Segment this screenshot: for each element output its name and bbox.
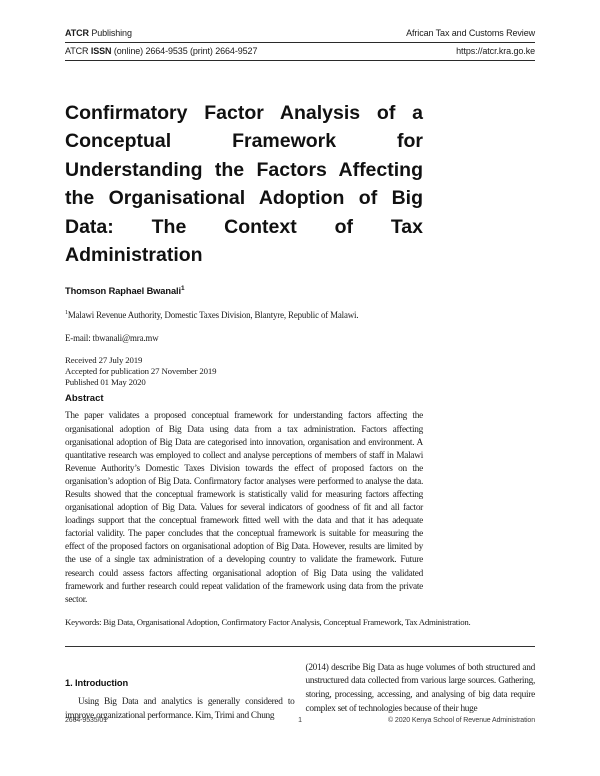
issn-prefix: ATCR [65, 46, 91, 56]
title-line: Confirmatory Factor Analysis of a [65, 102, 423, 124]
right-column: (2014) describe Big Data as huge volumes… [306, 662, 536, 724]
issn-numbers: (online) 2664-9535 (print) 2664-9527 [111, 46, 258, 56]
title-line: Conceptual Framework for [65, 130, 423, 153]
journal-name: African Tax and Customs Review [406, 28, 535, 38]
author-affiliation: 1Malawi Revenue Authority, Domestic Taxe… [65, 310, 535, 320]
issn-bold: ISSN [90, 46, 112, 56]
publisher-name-bold: ATCR [65, 28, 89, 38]
abstract-text: The paper validates a proposed conceptua… [65, 411, 423, 605]
title-line: the Organisational Adoption of Big [65, 187, 423, 210]
title-line: Administration [65, 244, 203, 267]
section-divider-rule [65, 645, 535, 647]
intro-paragraph-right: (2014) describe Big Data as huge volumes… [305, 662, 536, 714]
footer-copyright: © 2020 Kenya School of Revenue Administr… [388, 717, 535, 724]
author-superscript: 1 [181, 285, 185, 293]
publisher-name: ATCR Publishing [65, 27, 132, 39]
publication-dates: Received 27 July 2019 Accepted for publi… [65, 355, 535, 389]
author-name: Thomson Raphael Bwanali1 [65, 285, 535, 296]
footer-issn-code: 2664-9535/01 [65, 717, 108, 724]
issn-line: ATCR ISSN (online) 2664-9535 (print) 266… [65, 45, 257, 57]
abstract-heading: Abstract [65, 393, 104, 405]
date-published: Published 01 May 2020 [65, 377, 146, 388]
keywords-line: Keywords: Big Data, Organisational Adopt… [65, 616, 471, 627]
author-email: E-mail: tbwanali@mra.mw [65, 332, 159, 343]
page-footer: 1 2664-9535/01 © 2020 Kenya School of Re… [65, 717, 535, 724]
affiliation-superscript: 1 [65, 309, 68, 316]
date-accepted: Accepted for publication 27 November 201… [65, 365, 217, 376]
intro-paragraph-left: Using Big Data and analytics is generall… [65, 697, 295, 722]
issn-header-row: ATCR ISSN (online) 2664-9535 (print) 266… [65, 45, 535, 57]
paper-title: Confirmatory Factor Analysis of a Concep… [65, 99, 423, 269]
publisher-name-rest: Publishing [88, 28, 132, 38]
journal-url: https://atcr.kra.go.ke [456, 46, 535, 56]
affiliation-text: Malawi Revenue Authority, Domestic Taxes… [67, 309, 359, 320]
title-line: Understanding the Factors Affecting [65, 158, 423, 181]
journal-header-row: ATCR Publishing African Tax and Customs … [65, 27, 535, 39]
left-column: 1. Introduction Using Big Data and analy… [65, 662, 295, 724]
header-rule-bottom [65, 60, 535, 61]
author-name-text: Thomson Raphael Bwanali [65, 286, 181, 297]
intro-heading: 1. Introduction [65, 677, 129, 688]
body-columns: 1. Introduction Using Big Data and analy… [65, 662, 535, 724]
header-rule-top [65, 42, 535, 43]
title-line: Data: The Context of Tax [65, 215, 423, 238]
footer-page-number: 1 [298, 717, 302, 724]
date-received: Received 27 July 2019 [65, 354, 143, 365]
